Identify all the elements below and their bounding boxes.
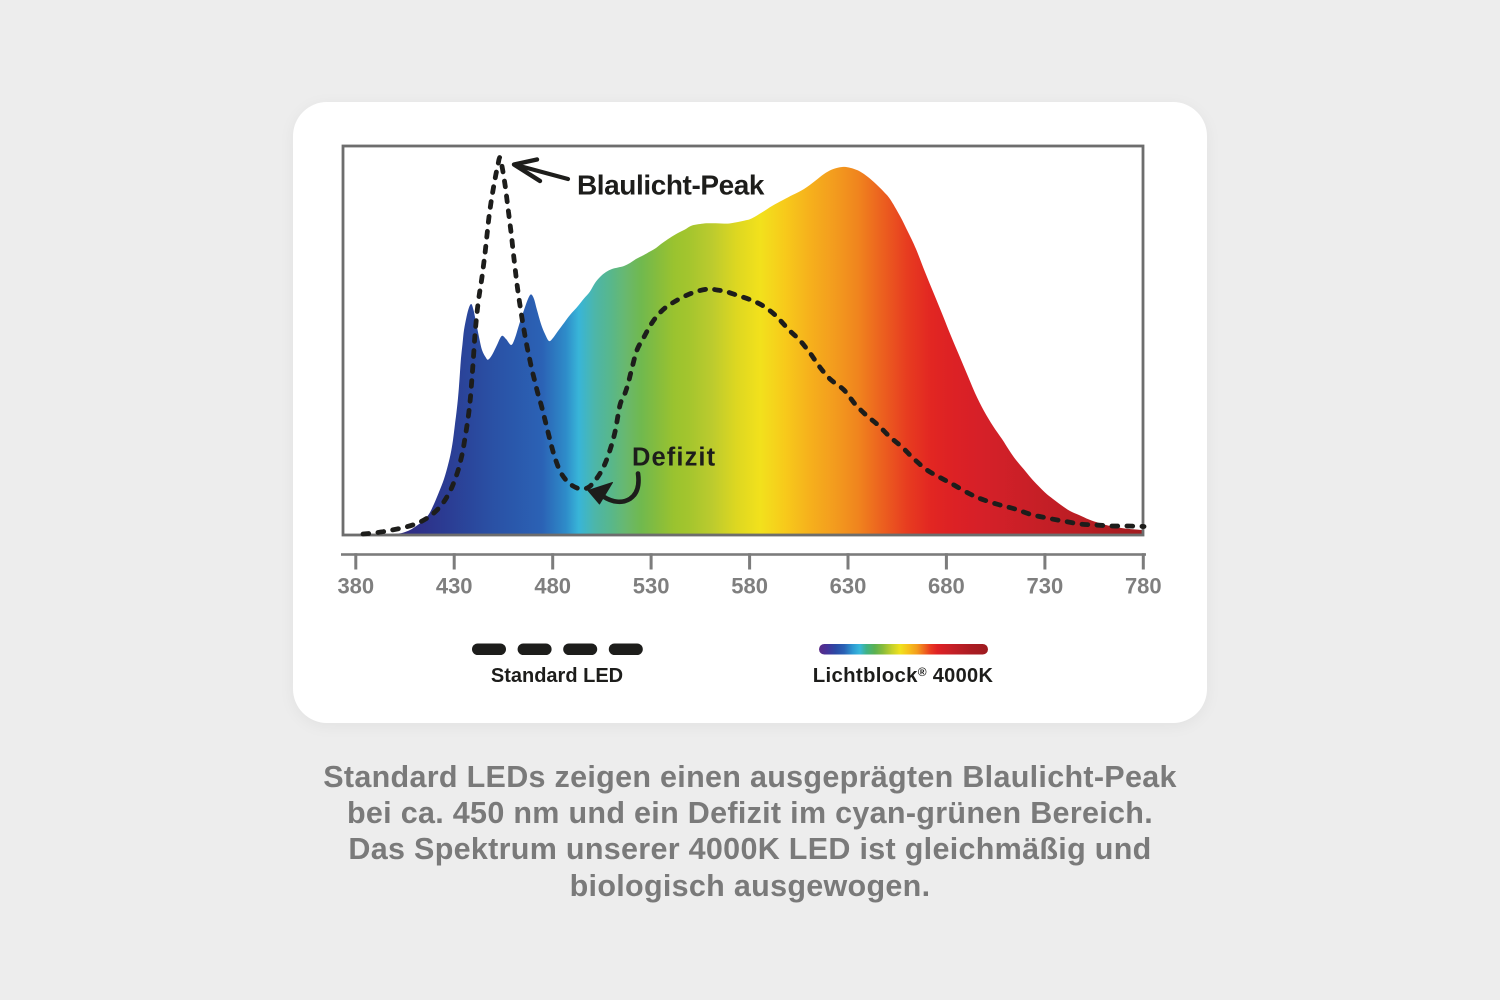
svg-text:530: 530 (633, 574, 670, 599)
svg-text:480: 480 (534, 574, 571, 599)
svg-text:630: 630 (830, 574, 867, 599)
svg-text:730: 730 (1027, 574, 1064, 599)
svg-text:430: 430 (436, 574, 473, 599)
svg-text:380: 380 (337, 574, 374, 599)
svg-text:580: 580 (731, 574, 768, 599)
svg-text:Lichtblock® 4000K: Lichtblock® 4000K (813, 665, 994, 687)
svg-text:780: 780 (1125, 574, 1162, 599)
svg-text:Defizit: Defizit (632, 444, 716, 472)
svg-text:Blaulicht-Peak: Blaulicht-Peak (577, 170, 765, 201)
svg-text:680: 680 (928, 574, 965, 599)
svg-text:Standard LED: Standard LED (491, 665, 623, 687)
